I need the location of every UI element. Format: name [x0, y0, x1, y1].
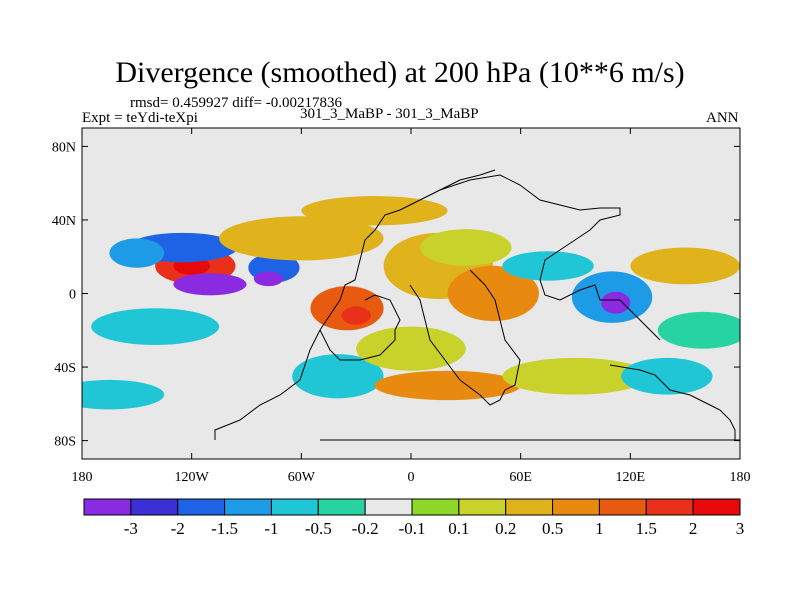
field-layer	[82, 196, 740, 410]
y-tick-label-1: 40N	[52, 214, 76, 229]
colorbar-swatch-2	[177, 498, 226, 516]
colorbar-swatch-4	[270, 498, 319, 516]
colorbar-label-7: 0.1	[448, 519, 469, 538]
colorbar-swatch-11	[598, 498, 647, 516]
colorbar-label-2: -1.5	[211, 519, 238, 538]
field-blob-8	[310, 286, 384, 331]
colorbar-label-3: -1	[264, 519, 278, 538]
right-subtitle: ANN	[706, 110, 739, 126]
colorbar-label-9: 0.5	[542, 519, 563, 538]
colorbar-label-8: 0.2	[495, 519, 516, 538]
colorbar-swatch-7	[411, 498, 460, 516]
colorbar-swatch-6	[364, 498, 413, 516]
colorbar-label-13: 3	[736, 519, 745, 538]
coastline-australia	[609, 364, 736, 440]
stats-text: rmsd= 0.459927 diff= -0.00217836	[130, 95, 343, 111]
left-subtitle: Expt = teYdi-teXpi	[82, 110, 198, 126]
colorbar-label-12: 2	[689, 519, 698, 538]
field-blob-23	[356, 326, 466, 371]
colorbar-swatch-12	[645, 498, 694, 516]
field-blob-2	[173, 273, 247, 296]
y-tick-label-2: 0	[69, 288, 76, 303]
field-blob-15	[502, 251, 594, 281]
colorbar-swatch-9	[505, 498, 554, 516]
colorbar-label-11: 1.5	[636, 519, 657, 538]
x-tick-label-4: 60E	[509, 470, 532, 485]
colorbar-swatch-8	[458, 498, 507, 516]
coastline-south-america	[319, 294, 401, 361]
colorbar-swatch-1	[130, 498, 179, 516]
x-tick-label-5: 120E	[616, 470, 646, 485]
y-tick-label-4: 80S	[54, 435, 76, 450]
colorbar-label-5: -0.2	[352, 519, 379, 538]
coastline-americas	[214, 169, 496, 440]
colorbar: -3 -2 -1.5 -1 -0.5 -0.2 -0.1 0.1 0.2 0.5 1 1.5 2 3	[83, 498, 745, 538]
x-tick-label-1: 120W	[175, 470, 210, 485]
colorbar-swatch-10	[552, 498, 600, 516]
field-blob-18	[91, 308, 220, 345]
field-blob-9	[341, 306, 371, 325]
field-blob-11	[447, 265, 539, 322]
field-blob-6	[253, 271, 284, 287]
field-blob-19	[292, 354, 384, 399]
field-blob-16	[630, 247, 740, 285]
x-tick-label-0: 180	[72, 470, 93, 485]
field-blob-14	[601, 291, 631, 314]
center-subtitle: 301_3_MaBP - 301_3_MaBP	[300, 106, 479, 122]
field-blob-17	[657, 311, 740, 349]
coastline-africa	[409, 269, 521, 406]
coastlines	[214, 169, 740, 441]
x-tick-label-6: 180	[730, 470, 751, 485]
colorbar-label-0: -3	[124, 519, 138, 538]
colorbar-swatch-0	[83, 498, 132, 516]
x-tick-label-3: 0	[408, 470, 415, 485]
field-blob-20	[374, 370, 521, 401]
y-tick-label-3: 40S	[54, 361, 76, 376]
field-blob-21	[502, 357, 649, 395]
colorbar-swatch-13	[692, 498, 741, 516]
chart-title: Divergence (smoothed) at 200 hPa (10**6 …	[115, 56, 685, 89]
colorbar-label-4: -0.5	[305, 519, 332, 538]
field-blob-22	[82, 379, 165, 410]
y-tick-label-0: 80N	[52, 140, 76, 155]
field-blob-12	[420, 229, 512, 266]
coastline-eurasia	[439, 174, 661, 341]
axis-ticks: 180 120W 60W 0 60E 120E 180 80N 40N 0 40S 80S	[52, 128, 751, 485]
field-blob-7	[219, 216, 384, 261]
colorbar-label-6: -0.1	[399, 519, 426, 538]
colorbar-label-1: -2	[171, 519, 185, 538]
x-tick-label-2: 60W	[288, 470, 316, 485]
field-blob-25	[621, 357, 713, 395]
field-blob-4	[109, 238, 165, 268]
colorbar-swatch-3	[224, 498, 272, 516]
field-blob-24	[301, 196, 448, 226]
colorbar-label-10: 1	[595, 519, 604, 538]
colorbar-swatch-5	[317, 498, 366, 516]
